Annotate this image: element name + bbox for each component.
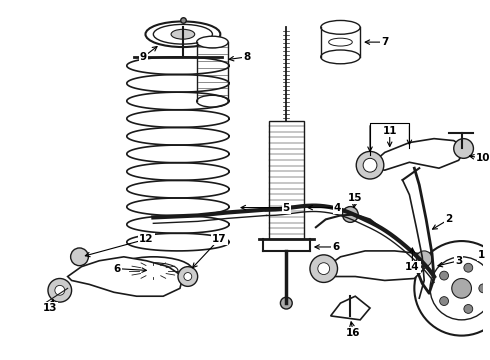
Ellipse shape: [114, 257, 193, 284]
Circle shape: [318, 263, 330, 275]
Text: 2: 2: [445, 215, 452, 224]
Ellipse shape: [171, 29, 195, 39]
Text: 12: 12: [139, 234, 154, 244]
Circle shape: [440, 297, 448, 306]
Polygon shape: [324, 251, 426, 280]
Circle shape: [464, 305, 473, 313]
Circle shape: [356, 152, 384, 179]
Text: 8: 8: [244, 52, 250, 62]
Text: 4: 4: [334, 203, 341, 212]
Ellipse shape: [196, 95, 228, 107]
Circle shape: [418, 295, 434, 311]
Text: 7: 7: [381, 37, 389, 47]
Ellipse shape: [196, 36, 228, 48]
Text: 17: 17: [212, 234, 227, 244]
Text: 6: 6: [113, 264, 121, 274]
Circle shape: [415, 241, 490, 336]
Circle shape: [430, 257, 490, 320]
Text: 5: 5: [283, 203, 290, 212]
Ellipse shape: [142, 267, 165, 275]
Circle shape: [55, 285, 65, 295]
Circle shape: [479, 284, 488, 293]
Circle shape: [464, 263, 473, 272]
Ellipse shape: [321, 50, 360, 64]
Text: 9: 9: [140, 52, 147, 62]
Text: 13: 13: [43, 303, 57, 313]
Text: 16: 16: [346, 328, 361, 338]
Ellipse shape: [129, 263, 178, 279]
Ellipse shape: [321, 21, 360, 34]
Circle shape: [280, 297, 292, 309]
Circle shape: [343, 207, 358, 222]
Text: 15: 15: [348, 193, 363, 203]
Circle shape: [178, 267, 197, 286]
Text: 6: 6: [332, 242, 339, 252]
Ellipse shape: [153, 24, 213, 44]
Circle shape: [363, 158, 377, 172]
Text: 11: 11: [383, 126, 397, 136]
Circle shape: [452, 279, 471, 298]
Text: 3: 3: [455, 256, 462, 266]
Polygon shape: [331, 296, 370, 320]
Circle shape: [454, 139, 473, 158]
Ellipse shape: [146, 22, 220, 47]
Ellipse shape: [329, 38, 352, 46]
Polygon shape: [370, 139, 466, 170]
Text: 14: 14: [405, 262, 419, 272]
Circle shape: [416, 251, 432, 267]
Circle shape: [310, 255, 338, 283]
Circle shape: [48, 279, 72, 302]
Text: 10: 10: [476, 153, 490, 163]
Circle shape: [71, 248, 88, 266]
Circle shape: [440, 271, 448, 280]
Polygon shape: [68, 257, 183, 296]
Bar: [269, 121, 304, 239]
Circle shape: [184, 273, 192, 280]
Text: 1: 1: [478, 250, 485, 260]
